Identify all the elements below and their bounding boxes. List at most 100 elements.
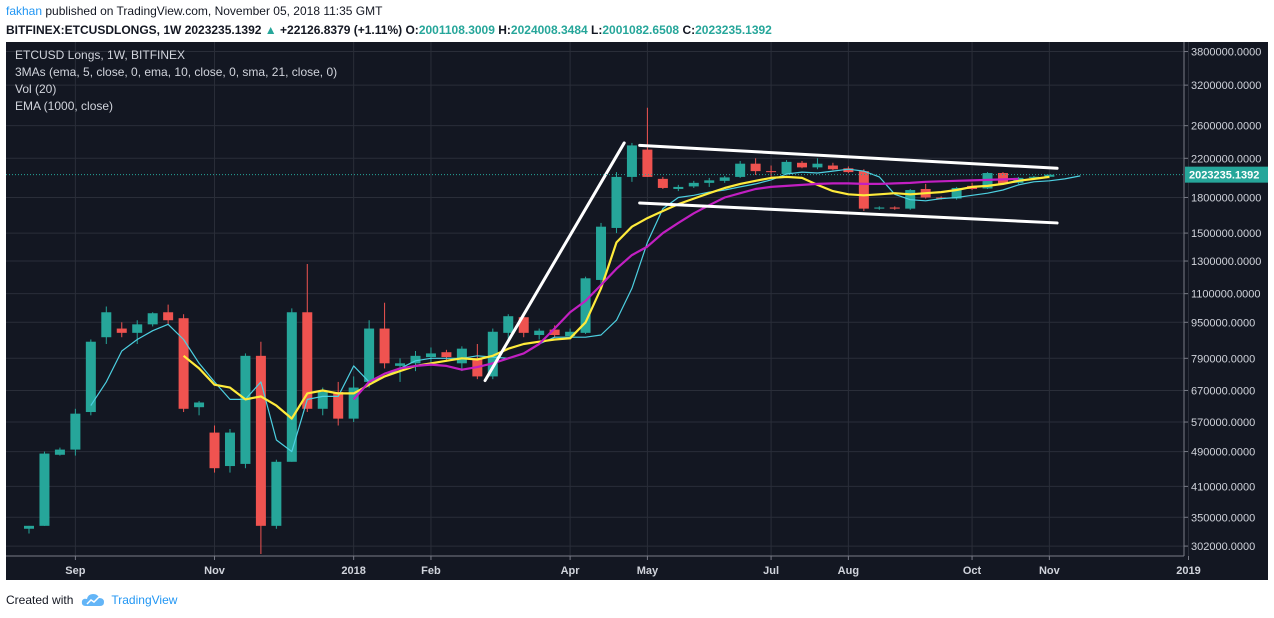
candle (750, 158, 761, 175)
candle-body (781, 161, 792, 174)
candle (271, 459, 282, 529)
candle (209, 425, 220, 473)
candle (147, 312, 158, 327)
x-tick-label: Nov (204, 565, 226, 577)
x-tick-label: Feb (421, 565, 441, 577)
candle-body (255, 355, 266, 526)
candle-body (1028, 176, 1039, 178)
candle-body (874, 207, 885, 209)
candle (719, 175, 730, 183)
candle-body (425, 353, 436, 358)
footer: Created with TradingView (6, 593, 177, 607)
high-label: H: (498, 23, 511, 37)
candle (781, 160, 792, 175)
publication-line: fakhan published on TradingView.com, Nov… (6, 4, 382, 18)
candle-body (163, 312, 174, 321)
x-tick-label: 2019 (1176, 565, 1200, 577)
y-tick-label: 570000.0000 (1191, 417, 1255, 429)
y-tick-label: 2600000.0000 (1191, 121, 1261, 133)
y-tick-label: 1100000.0000 (1191, 289, 1261, 301)
x-tick-label: Nov (1039, 565, 1061, 577)
candle (827, 162, 838, 171)
candle (642, 107, 653, 177)
y-tick-label: 1800000.0000 (1191, 192, 1261, 204)
candle (286, 308, 297, 462)
legend-line: EMA (1000, close) (15, 99, 113, 113)
candle-body (843, 168, 854, 173)
x-tick-label: Oct (963, 565, 982, 577)
open-value: 2001108.3009 (418, 23, 495, 37)
candle-body (116, 328, 127, 333)
candle (472, 344, 483, 380)
chart-panel[interactable]: 302000.0000 350000.0000 410000.0000 490000.… (6, 42, 1268, 580)
y-tick-label: 302000.0000 (1191, 541, 1255, 553)
candle-body (534, 330, 545, 336)
candle-body (657, 178, 668, 188)
candle-body (858, 171, 869, 209)
candle (224, 429, 235, 473)
candle-body (688, 182, 699, 187)
trendline (638, 201, 1059, 225)
candle (858, 169, 869, 211)
candle-body (24, 525, 34, 529)
legend-line: ETCUSD Longs, 1W, BITFINEX (15, 48, 185, 62)
quote-line: BITFINEX:ETCUSDLONGS, 1W 2023235.1392 ▲ … (6, 23, 772, 37)
x-tick-label: May (637, 565, 659, 577)
candle (920, 183, 931, 199)
candle-body (70, 413, 81, 450)
candle-body (224, 432, 235, 467)
price-chart[interactable]: 302000.0000 350000.0000 410000.0000 490000.… (6, 42, 1268, 580)
y-tick-label: 670000.0000 (1191, 385, 1255, 397)
candle (178, 314, 189, 413)
candle-body (565, 331, 576, 337)
series-line (182, 175, 1050, 420)
candle-body (642, 149, 653, 177)
candle-body (596, 226, 607, 280)
candle-body (54, 449, 65, 455)
candle-body (333, 391, 344, 419)
candle-body (673, 186, 684, 189)
candle (626, 142, 637, 182)
candle (673, 184, 684, 192)
candle (1044, 174, 1055, 177)
y-tick-label: 3200000.0000 (1191, 80, 1261, 92)
candle (302, 264, 313, 413)
author-name[interactable]: fakhan (6, 4, 43, 18)
price-change: +22126.8379 (+1.11%) (280, 23, 403, 37)
legend-line: 3MAs (ema, 5, close, 0, ema, 10, close, … (15, 65, 337, 79)
grid-lines (6, 42, 1189, 556)
close-value: 2023235.1392 (695, 23, 772, 37)
candle-body (39, 453, 50, 526)
candle-body (611, 176, 622, 228)
candle (596, 222, 607, 285)
candle (704, 177, 715, 187)
candle-body (889, 207, 900, 209)
y-tick-label: 410000.0000 (1191, 481, 1255, 493)
high-value: 2024008.3484 (510, 23, 588, 37)
candle (101, 306, 112, 345)
candle (39, 451, 50, 526)
candle (611, 172, 622, 234)
x-tick-label: Sep (65, 565, 85, 577)
y-tick-label: 2200000.0000 (1191, 153, 1261, 165)
candle (441, 349, 452, 361)
candle (503, 314, 514, 342)
candle (379, 302, 390, 369)
candle-body (441, 352, 452, 358)
candle-body (704, 180, 715, 183)
candle (255, 341, 266, 554)
y-tick-label: 1500000.0000 (1191, 228, 1261, 240)
candle-body (132, 324, 143, 333)
candle (797, 160, 807, 169)
candle (24, 525, 34, 534)
candle (132, 320, 143, 345)
candle (534, 328, 545, 340)
tradingview-brand[interactable]: TradingView (111, 593, 178, 607)
candle-body (317, 391, 328, 409)
candle-body (85, 341, 96, 413)
candle (580, 276, 591, 334)
tradingview-cloud-icon (82, 594, 105, 606)
series-line (90, 168, 1081, 453)
close-label: C: (682, 23, 696, 37)
x-tick-label: 2018 (341, 565, 365, 577)
